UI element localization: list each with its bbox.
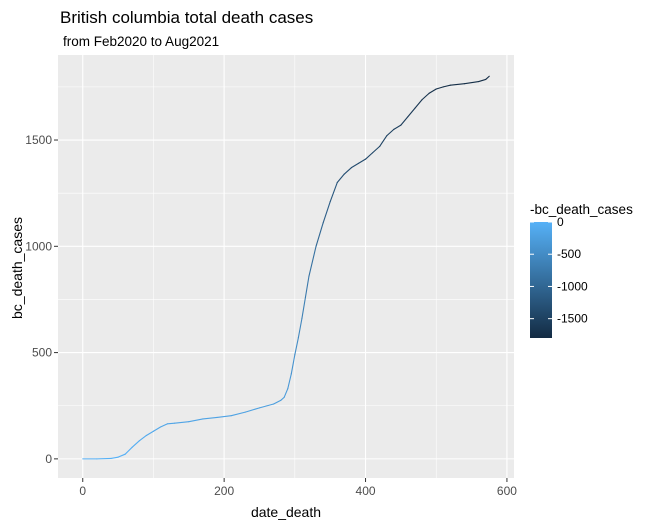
series-layer (82, 75, 490, 460)
series-line-segment (315, 222, 324, 247)
series-line-segment (386, 128, 395, 137)
series-line-segment (350, 162, 360, 169)
series-line-segment (372, 145, 381, 154)
series-line-segment (428, 88, 437, 94)
series-line-segment (449, 83, 466, 86)
series-line-segment (478, 78, 487, 83)
series-line-segment (124, 446, 133, 455)
series-line-segment (188, 418, 204, 423)
y-tick-label: 0 (45, 452, 52, 466)
x-tick-label: 600 (497, 484, 517, 498)
x-axis: 0 200 400 600 (79, 478, 517, 498)
series-line-segment (202, 416, 218, 420)
series-line-segment (174, 421, 190, 424)
series-line-segment (159, 423, 169, 428)
legend-colorbar (530, 222, 552, 338)
chart-subtitle: from Feb2020 to Aug2021 (63, 34, 219, 49)
series-line-segment (280, 396, 285, 401)
series-line-segment (322, 201, 331, 224)
series-line-segment (463, 81, 480, 85)
series-line-segment (216, 415, 232, 418)
series-line-segment (407, 107, 416, 118)
series-line-segment (393, 124, 402, 130)
y-axis: 0 500 1000 1500 (25, 133, 58, 466)
series-line-segment (336, 173, 345, 184)
series-line-segment (283, 388, 289, 398)
series-line-segment (110, 456, 119, 459)
minor-gridlines (58, 55, 514, 478)
series-line-segment (304, 275, 310, 298)
series-line-segment (244, 407, 261, 413)
legend-tick-label: -1500 (557, 312, 588, 326)
series-line-segment (329, 181, 338, 203)
series-line-segment (485, 75, 490, 80)
x-axis-title: date_death (251, 504, 321, 520)
chart-title: British columbia total death cases (60, 8, 313, 27)
legend-tick-label: -500 (557, 247, 581, 261)
series-line-segment (117, 453, 126, 458)
legend: -bc_death_cases 0 -500 -1000 -1500 (530, 202, 633, 338)
series-line-segment (357, 158, 367, 164)
y-tick-label: 1000 (25, 239, 52, 253)
series-line-segment (152, 426, 162, 432)
x-tick-label: 200 (214, 484, 234, 498)
series-line-segment (442, 84, 451, 88)
series-line-segment (230, 411, 246, 417)
series-line-segment (131, 440, 140, 448)
legend-tick-label: -1000 (557, 279, 588, 293)
x-tick-label: 0 (79, 484, 86, 498)
series-line-segment (290, 354, 296, 375)
y-axis-title: bc_death_cases (9, 217, 25, 319)
series-line-segment (258, 403, 275, 409)
series-line-segment (364, 152, 374, 160)
series-line-segment (145, 430, 154, 437)
series-line-segment (379, 135, 388, 147)
legend-tick-label: 0 (557, 215, 564, 229)
series-line-segment (421, 92, 430, 101)
series-line-segment (138, 434, 147, 442)
legend-title: -bc_death_cases (530, 202, 633, 217)
x-tick-label: 400 (356, 484, 376, 498)
series-line-segment (343, 167, 352, 175)
series-line-segment (301, 296, 306, 320)
series-line-segment (435, 86, 444, 90)
y-tick-label: 500 (32, 346, 52, 360)
series-line-segment (294, 337, 299, 356)
major-gridlines (58, 55, 514, 478)
series-line-segment (400, 116, 409, 126)
series-line-segment (167, 422, 176, 425)
series-line-segment (414, 99, 423, 109)
series-line-segment (308, 245, 317, 277)
series-line-segment (273, 399, 282, 405)
legend-ticks: 0 -500 -1000 -1500 (530, 215, 588, 326)
series-line-segment (297, 318, 303, 339)
series-line-segment (287, 373, 292, 390)
plot-panel (58, 55, 514, 478)
y-tick-label: 1500 (25, 133, 52, 147)
